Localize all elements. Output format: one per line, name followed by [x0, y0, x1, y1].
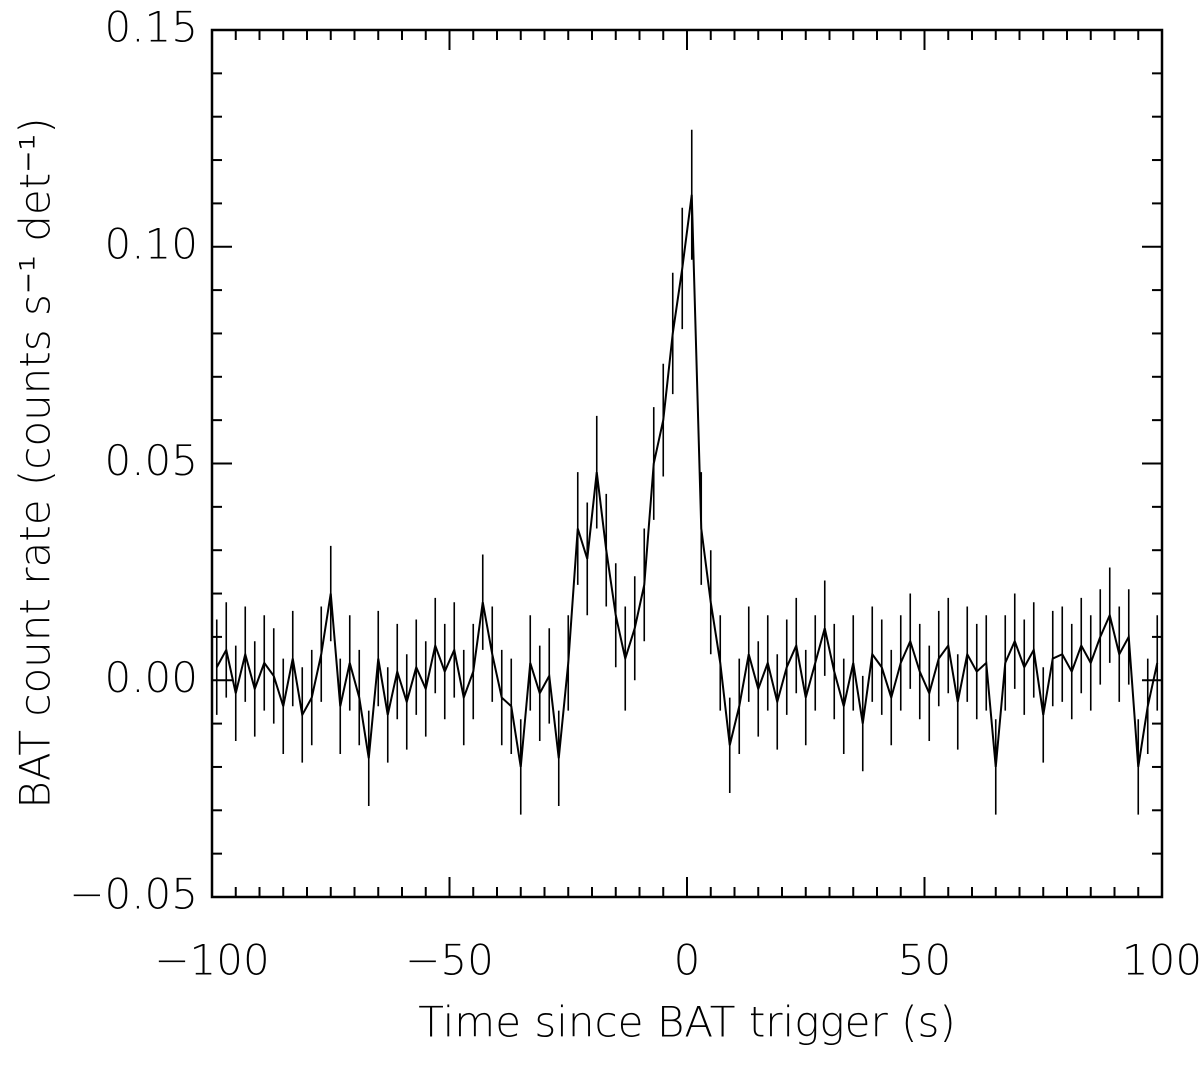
x-tick-label: −100 — [154, 936, 269, 985]
y-axis-label: BAT count rate (counts s⁻¹ det⁻¹) — [11, 117, 60, 808]
x-tick-label: 50 — [898, 936, 951, 985]
y-tick-label: 0.00 — [104, 653, 198, 702]
plot-frame — [210, 28, 1164, 899]
x-tick-label: −50 — [405, 936, 494, 985]
x-tick-label: 0 — [674, 936, 701, 985]
x-axis-label: Time since BAT trigger (s) — [418, 998, 956, 1047]
data-line — [215, 194, 1159, 768]
y-tick-label: 0.10 — [104, 219, 198, 268]
y-tick-label: −0.05 — [69, 870, 198, 919]
x-tick-label: 100 — [1122, 936, 1200, 985]
y-tick-label: 0.05 — [104, 436, 198, 485]
y-tick-label: 0.15 — [104, 3, 198, 52]
